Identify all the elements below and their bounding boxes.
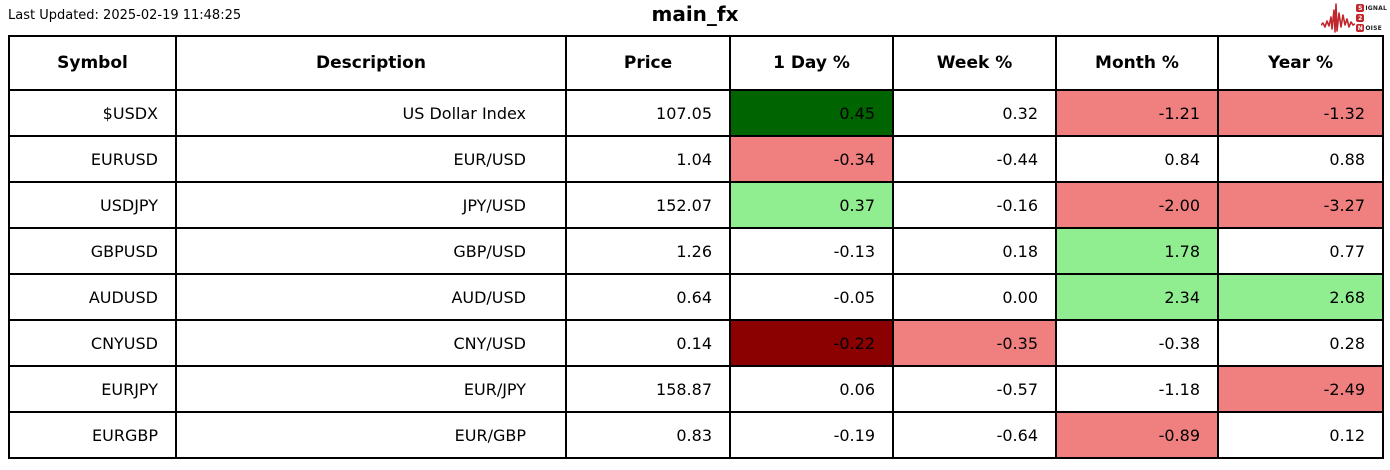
column-header-day: 1 Day %	[729, 35, 894, 91]
logo-letter-rest: IGNAL	[1365, 4, 1387, 12]
symbol-cell: $USDX	[8, 89, 177, 137]
symbol-cell: EURUSD	[8, 135, 177, 183]
table-row: CNYUSD CNY/USD 0.14 -0.22 -0.35 -0.38 0.28	[8, 319, 1384, 367]
logo-text: S IGNAL 2 N OISE	[1356, 4, 1387, 33]
price-cell: 0.83	[565, 411, 731, 459]
table-row: EURJPY EUR/JPY 158.87 0.06 -0.57 -1.18 -2.49	[8, 365, 1384, 413]
column-header-symbol: Symbol	[8, 35, 177, 91]
week-change-cell: -0.57	[892, 365, 1057, 413]
column-header-description: Description	[175, 35, 567, 91]
week-change-cell: -0.44	[892, 135, 1057, 183]
last-updated-timestamp: Last Updated: 2025-02-19 11:48:25	[8, 8, 242, 23]
symbol-cell: GBPUSD	[8, 227, 177, 275]
month-change-cell: -0.38	[1055, 319, 1219, 367]
logo-letter-box: N	[1356, 24, 1365, 32]
year-change-cell: -2.49	[1217, 365, 1384, 413]
description-cell: JPY/USD	[175, 181, 567, 229]
year-change-cell: 0.88	[1217, 135, 1384, 183]
day-change-cell: -0.05	[729, 273, 894, 321]
year-change-cell: -3.27	[1217, 181, 1384, 229]
logo-letter-rest: OISE	[1365, 24, 1382, 32]
column-header-row: Symbol Description Price 1 Day % Week % Month…	[8, 35, 1384, 91]
month-change-cell: -0.89	[1055, 411, 1219, 459]
year-change-cell: 0.77	[1217, 227, 1384, 275]
table-row: EURGBP EUR/GBP 0.83 -0.19 -0.64 -0.89 0.12	[8, 411, 1384, 459]
week-change-cell: 0.32	[892, 89, 1057, 137]
column-header-year: Year %	[1217, 35, 1384, 91]
day-change-cell: -0.22	[729, 319, 894, 367]
price-cell: 107.05	[565, 89, 731, 137]
symbol-cell: EURJPY	[8, 365, 177, 413]
page-title: main_fx	[651, 2, 739, 26]
description-cell: AUD/USD	[175, 273, 567, 321]
day-change-cell: -0.34	[729, 135, 894, 183]
description-cell: EUR/JPY	[175, 365, 567, 413]
logo-text-line: S IGNAL	[1356, 4, 1387, 13]
year-change-cell: 2.68	[1217, 273, 1384, 321]
logo-text-line: 2	[1356, 14, 1387, 23]
price-cell: 158.87	[565, 365, 731, 413]
week-change-cell: -0.16	[892, 181, 1057, 229]
fx-table-body: $USDX US Dollar Index 107.05 0.45 0.32 -1.21-…	[8, 89, 1384, 459]
day-change-cell: 0.37	[729, 181, 894, 229]
month-change-cell: -1.21	[1055, 89, 1219, 137]
table-row: $USDX US Dollar Index 107.05 0.45 0.32 -1.21-…	[8, 89, 1384, 137]
symbol-cell: USDJPY	[8, 181, 177, 229]
column-header-week: Week %	[892, 35, 1057, 91]
month-change-cell: 1.78	[1055, 227, 1219, 275]
price-cell: 1.04	[565, 135, 731, 183]
week-change-cell: -0.35	[892, 319, 1057, 367]
month-change-cell: -1.18	[1055, 365, 1219, 413]
price-cell: 0.14	[565, 319, 731, 367]
table-row: GBPUSD GBP/USD 1.26 -0.13 0.18 1.78 0.77	[8, 227, 1384, 275]
year-change-cell: 0.12	[1217, 411, 1384, 459]
description-cell: CNY/USD	[175, 319, 567, 367]
day-change-cell: 0.06	[729, 365, 894, 413]
description-cell: EUR/GBP	[175, 411, 567, 459]
month-change-cell: 0.84	[1055, 135, 1219, 183]
column-header-month: Month %	[1055, 35, 1219, 91]
week-change-cell: 0.18	[892, 227, 1057, 275]
fx-table: Symbol Description Price 1 Day % Week % Month…	[8, 35, 1384, 459]
description-cell: US Dollar Index	[175, 89, 567, 137]
logo-text-line: N OISE	[1356, 24, 1387, 33]
week-change-cell: 0.00	[892, 273, 1057, 321]
price-cell: 1.26	[565, 227, 731, 275]
day-change-cell: -0.13	[729, 227, 894, 275]
table-row: USDJPY JPY/USD 152.07 0.37 -0.16 -2.00 -3.27	[8, 181, 1384, 229]
symbol-cell: EURGBP	[8, 411, 177, 459]
symbol-cell: CNYUSD	[8, 319, 177, 367]
price-cell: 152.07	[565, 181, 731, 229]
signal2noise-logo: S IGNAL 2 N OISE	[1321, 2, 1387, 34]
year-change-cell: 0.28	[1217, 319, 1384, 367]
symbol-cell: AUDUSD	[8, 273, 177, 321]
waveform-icon	[1321, 3, 1356, 33]
day-change-cell: 0.45	[729, 89, 894, 137]
description-cell: GBP/USD	[175, 227, 567, 275]
month-change-cell: -2.00	[1055, 181, 1219, 229]
price-cell: 0.64	[565, 273, 731, 321]
table-row: AUDUSD AUD/USD 0.64 -0.05 0.00 2.34 2.68	[8, 273, 1384, 321]
logo-letter-box: S	[1356, 4, 1365, 12]
logo-letter-box: 2	[1356, 14, 1365, 22]
table-row: EURUSD EUR/USD 1.04 -0.34 -0.44 0.84 0.88	[8, 135, 1384, 183]
day-change-cell: -0.19	[729, 411, 894, 459]
month-change-cell: 2.34	[1055, 273, 1219, 321]
column-header-price: Price	[565, 35, 731, 91]
year-change-cell: -1.32	[1217, 89, 1384, 137]
week-change-cell: -0.64	[892, 411, 1057, 459]
description-cell: EUR/USD	[175, 135, 567, 183]
